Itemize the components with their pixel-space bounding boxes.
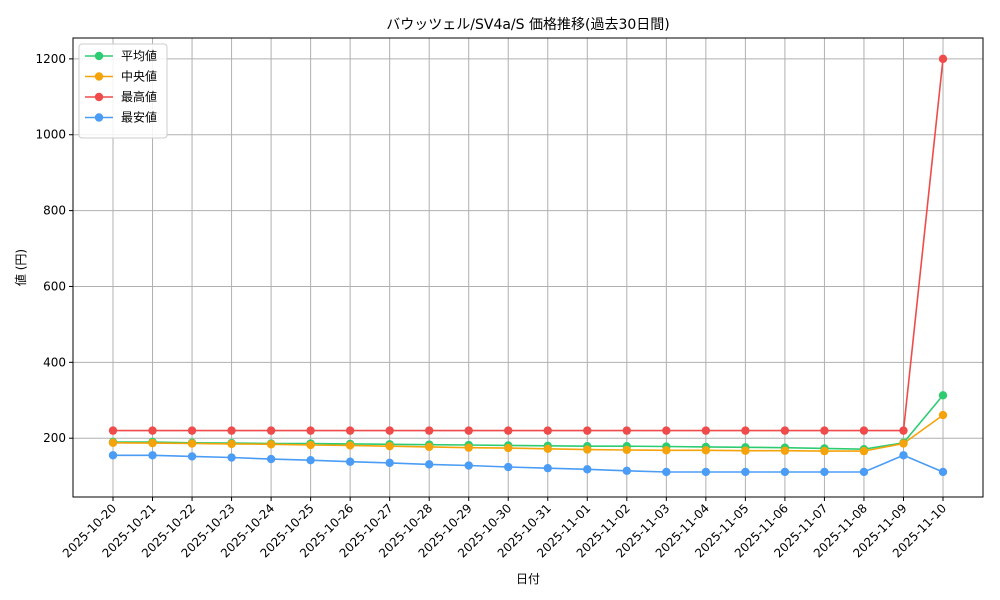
data-point — [780, 467, 790, 477]
data-point — [266, 426, 276, 435]
data-point — [780, 446, 790, 455]
data-point — [938, 391, 948, 400]
data-point — [583, 426, 592, 435]
data-point — [424, 442, 434, 452]
data-point — [662, 426, 671, 435]
data-point — [345, 457, 355, 466]
data-point — [385, 426, 394, 435]
data-point — [662, 446, 671, 455]
data-point — [859, 467, 869, 477]
series-line-0 — [113, 394, 944, 451]
data-point — [859, 426, 869, 435]
y-tick-label: 200 — [43, 431, 66, 445]
data-point — [543, 426, 552, 435]
data-point — [583, 445, 592, 454]
data-point — [543, 444, 552, 454]
data-point — [424, 426, 434, 435]
chart-title: バウッツェル/SV4a/S 価格推移(過去30日間) — [386, 17, 669, 33]
legend-marker — [94, 113, 104, 122]
data-point — [622, 445, 632, 455]
data-point — [187, 439, 197, 448]
data-point — [345, 426, 355, 435]
y-tick-label: 800 — [43, 204, 66, 218]
data-point — [543, 463, 552, 473]
data-point — [266, 454, 276, 464]
data-point — [583, 465, 592, 474]
data-point — [345, 441, 355, 450]
y-axis-title: 値 (円) — [13, 249, 28, 286]
data-point — [741, 446, 750, 455]
series-line-3 — [113, 454, 944, 473]
plot-frame — [72, 37, 984, 498]
data-point — [622, 426, 632, 435]
data-point — [504, 426, 513, 435]
data-point — [504, 443, 513, 453]
data-point — [108, 451, 118, 460]
data-point — [820, 446, 829, 456]
x-axis-title: 日付 — [516, 572, 540, 586]
legend-label: 中央値 — [121, 69, 157, 84]
data-point — [148, 451, 157, 460]
data-point — [187, 452, 197, 461]
data-point — [306, 440, 315, 450]
data-point — [899, 451, 908, 460]
legend-label: 最高値 — [121, 89, 157, 104]
data-point — [306, 426, 315, 435]
data-point — [820, 467, 829, 477]
data-point — [187, 426, 197, 435]
legend-marker — [94, 51, 104, 61]
data-point — [622, 466, 632, 476]
legend-label: 最安値 — [121, 110, 157, 125]
data-point — [385, 441, 394, 451]
data-point — [227, 439, 236, 449]
y-tick-label: 1200 — [35, 52, 66, 66]
legend-marker — [94, 72, 104, 81]
data-point — [899, 439, 908, 448]
data-point — [148, 426, 157, 435]
data-point — [424, 460, 434, 469]
data-point — [938, 54, 948, 64]
legend-marker — [94, 92, 104, 102]
series-points — [108, 54, 948, 477]
y-tick-label: 1000 — [35, 128, 66, 142]
data-point — [148, 438, 157, 448]
data-point — [741, 426, 750, 435]
data-point — [899, 426, 908, 435]
data-point — [385, 458, 394, 468]
data-point — [266, 440, 276, 449]
data-point — [227, 453, 236, 462]
series-line-2 — [113, 58, 944, 432]
series-line-1 — [112, 414, 944, 452]
y-axis-ticks: 200 400 600 800 1000 1200 — [35, 52, 73, 445]
data-point — [741, 467, 750, 477]
data-point — [701, 426, 711, 435]
data-point — [938, 467, 948, 477]
y-tick-label: 600 — [43, 279, 66, 293]
data-point — [938, 410, 948, 420]
data-point — [306, 456, 315, 465]
legend-label: 平均値 — [121, 48, 157, 63]
data-point — [504, 462, 513, 472]
data-point — [108, 438, 118, 447]
series-lines — [112, 58, 944, 473]
data-point — [464, 443, 473, 452]
data-point — [464, 426, 473, 435]
x-axis-ticks: 2025-10-202025-10-212025-10-222025-10-23… — [60, 497, 949, 560]
y-tick-label: 400 — [43, 355, 66, 369]
grid-lines — [73, 38, 983, 497]
data-point — [662, 467, 671, 477]
data-point — [859, 446, 869, 456]
data-point — [464, 461, 473, 470]
data-point — [701, 446, 711, 455]
data-point — [227, 426, 236, 435]
data-point — [780, 426, 790, 435]
data-point — [108, 426, 118, 435]
data-point — [820, 426, 829, 435]
data-point — [701, 467, 711, 477]
